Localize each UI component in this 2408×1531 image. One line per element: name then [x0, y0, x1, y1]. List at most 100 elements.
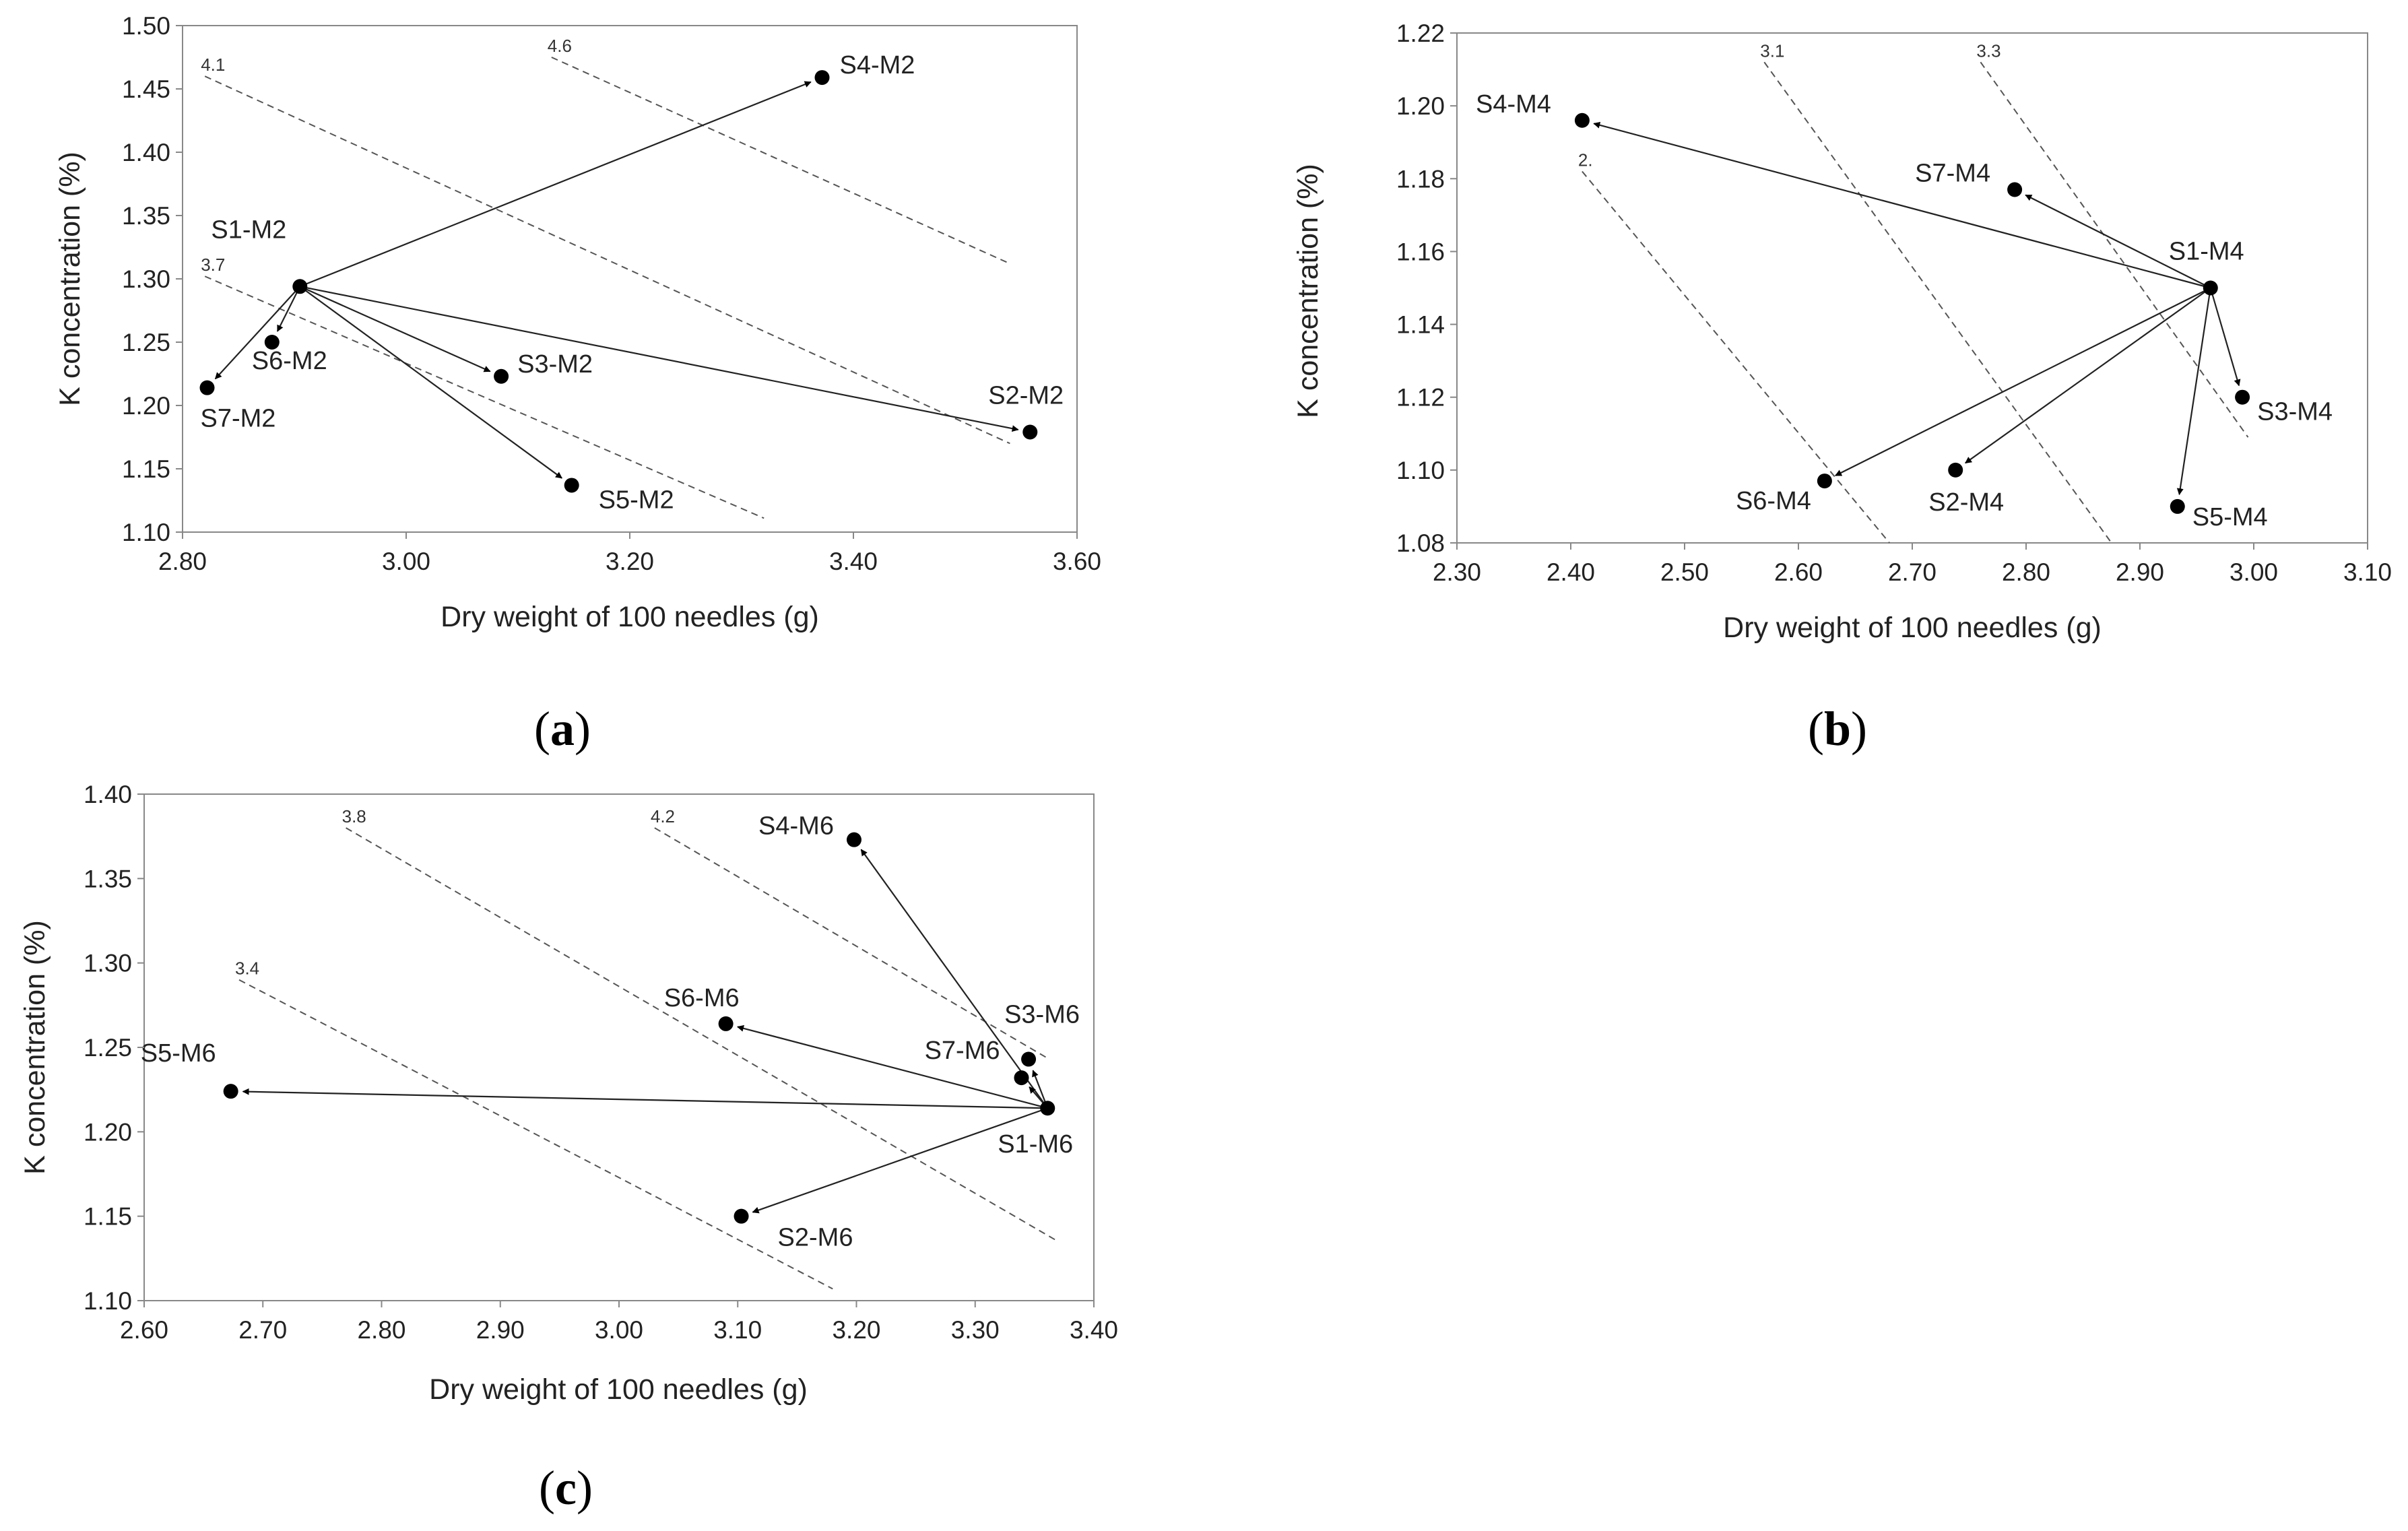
isoline-label: 2.	[1578, 150, 1593, 170]
isoline-label: 4.1	[201, 55, 225, 75]
y-tick-labels: 1.08 1.10 1.12 1.14 1.16 1.18 1.20 1.22	[1396, 20, 1457, 557]
data-point	[814, 70, 830, 86]
x-tick-label: 2.40	[1547, 558, 1595, 586]
arrow	[299, 81, 812, 288]
point-label: S1-M4	[2169, 238, 2244, 266]
point-label: S3-M2	[517, 350, 593, 379]
isolines: 4.1 4.6 3.7	[201, 36, 1010, 519]
y-tick-label: 1.50	[122, 12, 170, 40]
y-tick-label: 1.12	[1396, 384, 1445, 412]
isoline	[238, 979, 833, 1290]
x-tick-label: 3.00	[595, 1316, 643, 1344]
x-tick-label: 2.80	[158, 548, 207, 575]
point-label: S3-M4	[2257, 398, 2333, 426]
x-tick-label: 3.20	[606, 548, 654, 575]
isoline	[1582, 170, 1890, 544]
x-tick-label: 2.70	[238, 1316, 287, 1344]
data-points: S1-M4 S2-M4 S3-M4 S4-M4 S5-M4 S6-M4 S7-M4	[1476, 90, 2333, 531]
x-tick-label: 3.20	[832, 1316, 880, 1344]
chart-panel-b: 2.3.1 3.3 S1-M4S2-M4S3-M4S4-M4S5-M4S6-M4S…	[1292, 20, 2392, 756]
y-tick-label: 1.35	[122, 202, 170, 230]
x-tick-label: 2.90	[2116, 558, 2164, 586]
x-tick-label: 2.60	[120, 1316, 168, 1344]
isoline	[204, 75, 1010, 445]
x-tick-label: 3.30	[951, 1316, 1000, 1344]
arrow	[737, 1024, 1048, 1109]
isolines: 2. 3.1 3.3	[1578, 40, 2249, 544]
arrow	[299, 286, 562, 479]
y-axis-label: K concentration (%)	[1292, 164, 1324, 418]
isoline-label: 3.1	[1760, 40, 1784, 61]
point-label: S1-M2	[211, 216, 286, 244]
data-point	[1948, 462, 1963, 478]
data-point	[1021, 1051, 1037, 1067]
panel-letter: a	[550, 702, 575, 756]
point-label: S5-M6	[141, 1039, 216, 1068]
arrow	[860, 849, 1049, 1109]
data-point	[564, 478, 579, 493]
x-tick-label: 2.70	[1888, 558, 1937, 586]
data-point	[494, 368, 509, 384]
y-tick-labels: 1.10 1.15 1.20 1.25 1.30 1.35 1.40	[84, 781, 144, 1315]
arrows	[242, 849, 1049, 1214]
data-point	[2007, 182, 2023, 197]
x-tick-labels: 2.60 2.70 2.80 2.90 3.00 3.10 3.20 3.30 3.40	[120, 1301, 1118, 1344]
point-label: S1-M6	[998, 1130, 1073, 1159]
arrow	[299, 286, 491, 372]
panel-letter: b	[1824, 702, 1851, 756]
point-label: S5-M2	[599, 486, 674, 514]
y-tick-label: 1.20	[84, 1118, 132, 1146]
isoline	[1980, 61, 2249, 438]
data-point	[199, 380, 215, 395]
y-tick-label: 1.15	[122, 455, 170, 483]
data-point	[2170, 498, 2185, 514]
svg-text:(a): (a)	[534, 702, 591, 756]
y-tick-label: 1.25	[122, 329, 170, 356]
y-tick-label: 1.10	[84, 1287, 132, 1315]
isoline	[654, 827, 1047, 1058]
y-tick-label: 1.08	[1396, 529, 1445, 557]
x-tick-label: 3.60	[1053, 548, 1101, 575]
data-point	[734, 1208, 749, 1224]
arrow	[300, 286, 1019, 432]
x-tick-label: 3.10	[2343, 558, 2392, 586]
svg-text:(b): (b)	[1808, 702, 1867, 756]
point-label: S6-M2	[252, 347, 327, 375]
y-tick-label: 1.30	[122, 265, 170, 293]
arrow	[214, 286, 301, 380]
data-point	[1574, 112, 1590, 128]
x-tick-label: 3.00	[382, 548, 430, 575]
point-label: S6-M4	[1736, 487, 1811, 515]
panel-label-a: (a)	[534, 702, 591, 756]
isoline-label: 3.7	[201, 255, 225, 275]
svg-text:(c): (c)	[539, 1461, 593, 1515]
y-tick-label: 1.20	[1396, 92, 1445, 120]
y-tick-label: 1.18	[1396, 165, 1445, 193]
data-point	[292, 279, 308, 294]
x-tick-label: 3.00	[2230, 558, 2278, 586]
y-tick-label: 1.10	[122, 519, 170, 546]
isoline-label: 3.3	[1976, 40, 2000, 61]
chart-panel-a: 4.1 4.6 3.7 S1-M2 S2-M2 S3-M2 S4-M2 S5-M2 S6-M2…	[54, 12, 1101, 756]
x-tick-label: 2.50	[1660, 558, 1709, 586]
y-tick-label: 1.15	[84, 1203, 132, 1231]
x-tick-label: 2.80	[357, 1316, 405, 1344]
arrow	[1835, 287, 2211, 477]
x-axis-label: Dry weight of 100 needles (g)	[1723, 612, 2102, 644]
x-tick-labels: 2.30 2.40 2.50 2.60 2.70 2.80 2.90 3.00 3.10	[1433, 543, 2392, 586]
y-tick-label: 1.45	[122, 75, 170, 103]
arrows	[214, 81, 1019, 479]
arrows	[1593, 121, 2241, 496]
x-tick-label: 3.40	[1070, 1316, 1118, 1344]
y-tick-labels: 1.10 1.15 1.20 1.25 1.30 1.35 1.40 1.45 1.50	[122, 12, 183, 546]
arrow	[242, 1088, 1048, 1109]
isoline-label: 3.4	[235, 958, 259, 979]
isoline-label: 3.8	[342, 806, 366, 826]
x-axis-label: Dry weight of 100 needles (g)	[441, 601, 819, 633]
point-label: S7-M4	[1915, 160, 1990, 188]
data-point	[1817, 474, 1832, 489]
y-tick-label: 1.30	[84, 950, 132, 977]
data-point	[264, 335, 280, 350]
y-tick-label: 1.22	[1396, 20, 1445, 47]
